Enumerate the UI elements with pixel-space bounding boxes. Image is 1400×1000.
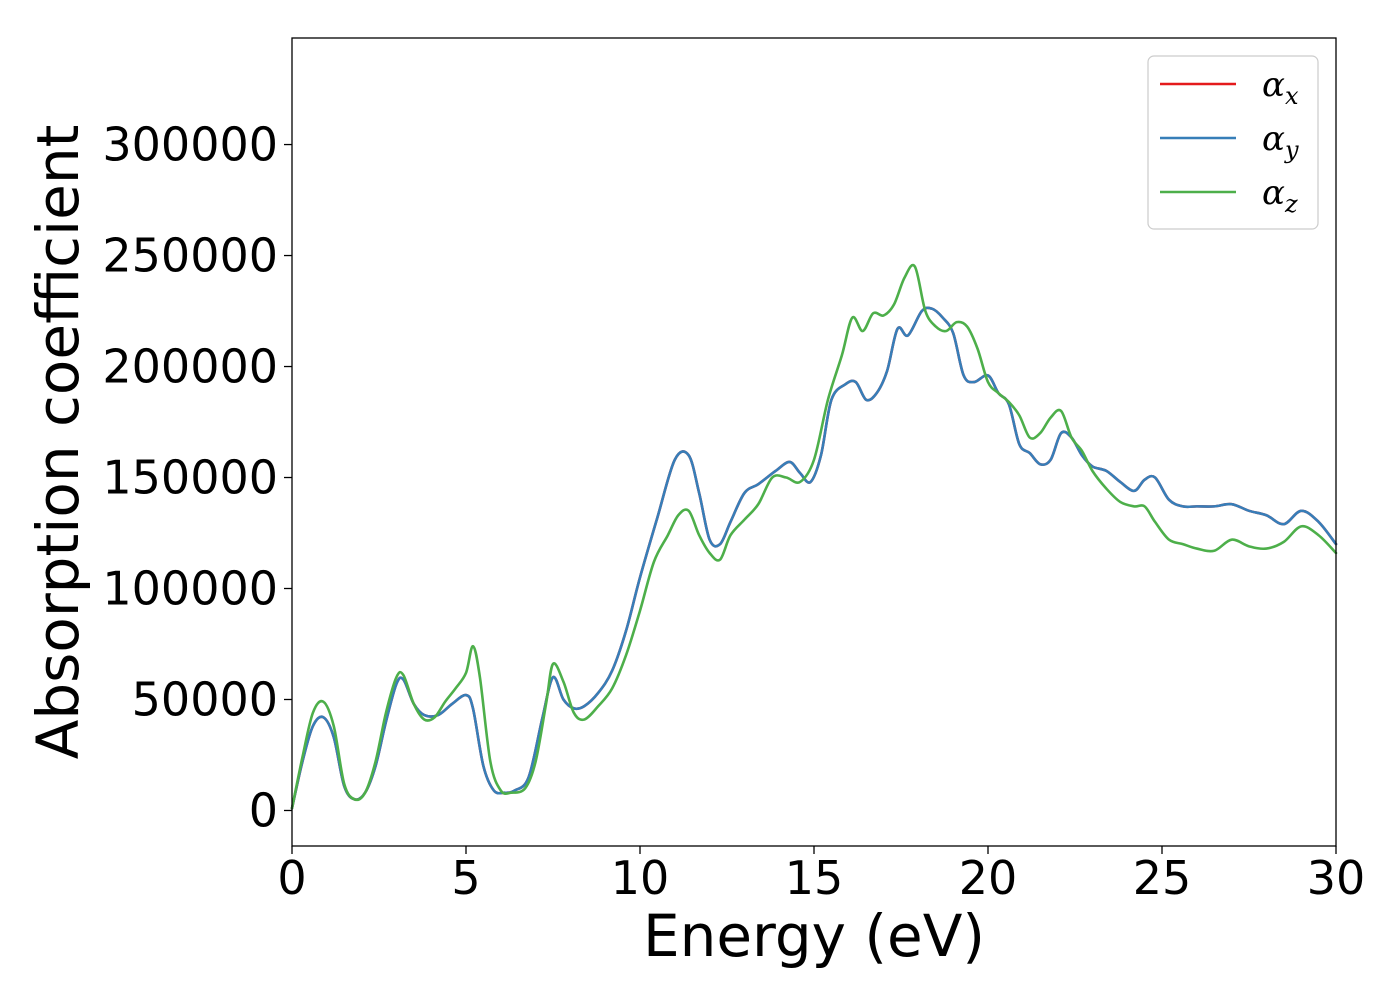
x-tick-label: 0	[277, 851, 306, 905]
legend-box	[1147, 55, 1319, 230]
legend-label-alpha-x: αx	[1262, 65, 1299, 110]
y-tick-label: 300000	[102, 118, 278, 172]
x-axis: 0 5 10 15 20 25 30	[277, 846, 1365, 905]
y-tick-label: 50000	[132, 672, 278, 726]
series-layer	[290, 263, 1338, 810]
x-axis-title: Energy (eV)	[643, 902, 985, 970]
y-axis: 0 50000 100000 150000 200000 250000 300000	[102, 118, 292, 837]
x-tick-label: 10	[611, 851, 670, 905]
y-tick-label: 150000	[102, 451, 278, 505]
y-tick-label: 200000	[102, 340, 278, 394]
x-tick-label: 15	[785, 851, 844, 905]
x-tick-label: 30	[1307, 851, 1366, 905]
legend-label-alpha-y: αy	[1262, 119, 1299, 164]
x-tick-label: 20	[959, 851, 1018, 905]
legend-label-alpha-z: αz	[1262, 173, 1298, 218]
series-line-alpha-y	[290, 306, 1338, 810]
y-axis-title: Absorption coefficient	[24, 125, 92, 760]
y-tick-label: 0	[249, 783, 278, 837]
series-line-alpha-z	[290, 263, 1338, 810]
y-tick-label: 100000	[102, 562, 278, 616]
legend: αx αy αz	[1147, 55, 1319, 230]
x-tick-label: 25	[1133, 851, 1192, 905]
y-tick-label: 250000	[102, 229, 278, 283]
x-tick-label: 5	[451, 851, 480, 905]
